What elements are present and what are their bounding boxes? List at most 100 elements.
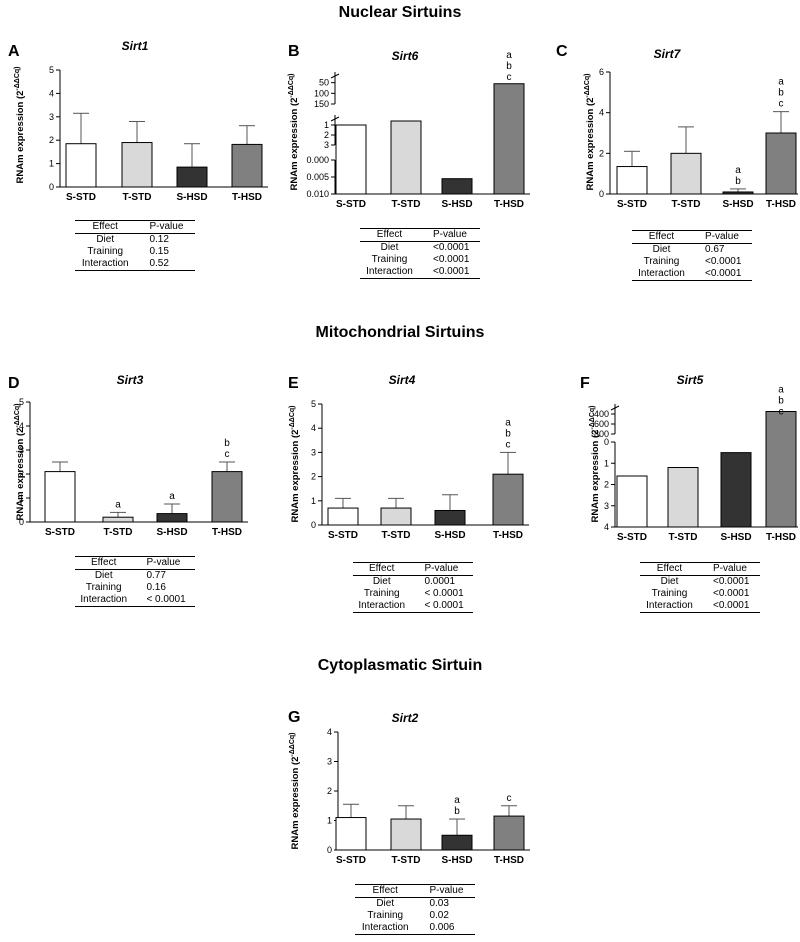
effect-name: Interaction	[75, 594, 133, 607]
p-value: 0.15	[149, 246, 169, 257]
x-tick-label-f: T-HSD	[766, 532, 796, 543]
table-row: Diet <0.0001	[360, 242, 480, 255]
p-value: <0.0001	[690, 268, 752, 281]
p-value: <0.0001	[712, 576, 750, 587]
x-tick-label-c: S-STD	[617, 199, 647, 210]
table-header-pvalue: P-value	[415, 884, 475, 898]
p-value: <0.0001	[432, 242, 470, 253]
y-axis-label-g: RNAm expression (2-ΔΔCq)	[289, 733, 301, 850]
y-tick-label-a: 4	[49, 88, 54, 98]
chart-title-d: Sirt3	[117, 373, 144, 387]
y-axis-label-text: RNAm expression (2	[290, 430, 301, 523]
y-axis-label-exponent: -ΔΔCq)	[584, 74, 591, 98]
significance-letter-d: a	[115, 499, 121, 510]
x-tick-label-c: S-HSD	[722, 199, 753, 210]
table-header-effect: Effect	[75, 220, 136, 234]
panel-letter-b: B	[288, 43, 300, 60]
y-tick-label-e: 5	[311, 399, 316, 409]
significance-letter-c: b	[735, 176, 741, 187]
x-tick-label-f: S-STD	[617, 532, 647, 543]
table-header-effect: Effect	[360, 228, 419, 242]
bar-d-s-hsd	[156, 513, 188, 523]
y-tick-label-e: 4	[311, 423, 316, 433]
table-row: Interaction <0.0001	[360, 266, 480, 279]
significance-letter-c: a	[735, 165, 741, 176]
bar-c-s-std	[616, 166, 648, 195]
table-row: Interaction 0.52	[75, 258, 195, 271]
y-tick-label-d: 3	[19, 445, 24, 455]
table-row: Diet <0.0001	[640, 576, 760, 589]
p-value: 0.52	[135, 258, 195, 271]
x-tick-label-g: S-HSD	[441, 855, 472, 866]
x-tick-label-g: T-STD	[392, 855, 421, 866]
p-value: <0.0001	[704, 256, 742, 267]
y-tick-label-b: 0.000	[306, 155, 329, 165]
chart-title-e: Sirt4	[389, 373, 416, 387]
y-tick-label-f: 800	[594, 429, 609, 439]
x-tick-label-b: S-STD	[336, 199, 366, 210]
bar-b-s-hsd	[441, 178, 473, 195]
y-tick-label-f: 400	[594, 409, 609, 419]
y-axis-label-a: RNAm expression (2-ΔΔCq)	[14, 67, 26, 184]
table-row: Diet 0.67	[632, 244, 752, 257]
p-value: 0.67	[704, 244, 725, 255]
significance-letter-b: b	[506, 61, 512, 72]
bar-e-t-std	[380, 507, 412, 526]
y-tick-label-b: 2	[324, 130, 329, 140]
table-row: Interaction <0.0001	[640, 600, 760, 613]
chart-title-f: Sirt5	[677, 373, 704, 387]
panel-letter-a: A	[8, 43, 20, 60]
x-tick-label-e: T-STD	[382, 530, 411, 541]
bar-a-s-hsd	[176, 166, 208, 188]
y-tick-label-f: 0	[604, 437, 609, 447]
bar-b-s-std	[335, 124, 367, 195]
chart-title-g: Sirt2	[392, 711, 419, 725]
effect-name: Interaction	[632, 268, 691, 281]
x-tick-label-f: T-STD	[669, 532, 698, 543]
y-axis-label-text: RNAm expression (2	[15, 91, 26, 184]
effect-name: Training	[367, 910, 404, 921]
significance-letter-d: c	[225, 449, 230, 460]
y-tick-label-g: 2	[327, 786, 332, 796]
table-row: Diet 0.12	[75, 234, 195, 247]
table-header-pvalue: P-value	[698, 562, 760, 576]
y-tick-label-d: 4	[19, 421, 24, 431]
x-tick-label-b: S-HSD	[441, 199, 472, 210]
significance-letter-e: b	[505, 428, 511, 439]
significance-letter-e: a	[505, 417, 511, 428]
significance-letter-c: c	[779, 99, 784, 110]
effect-name: Diet	[372, 576, 391, 587]
bar-d-s-std	[44, 471, 76, 523]
effect-name: Diet	[94, 570, 113, 581]
bar-f-t-std	[667, 467, 699, 528]
p-value: 0.16	[146, 582, 166, 593]
section-title-nuclear: Nuclear Sirtuins	[338, 4, 462, 21]
pvalue-table-b: Effect P-value Diet <0.0001 Training <0.0001 I…	[360, 228, 480, 279]
panel-letter-d: D	[8, 375, 20, 392]
x-tick-label-a: T-HSD	[232, 192, 262, 203]
bar-g-s-hsd	[441, 834, 473, 851]
effect-name: Training	[85, 582, 122, 593]
p-value: <0.0001	[698, 600, 760, 613]
effect-name: Interaction	[360, 266, 419, 279]
effect-name: Diet	[380, 242, 399, 253]
significance-letter-g: a	[454, 795, 460, 806]
y-tick-label-c: 0	[599, 189, 604, 199]
effect-name: Training	[651, 588, 688, 599]
x-tick-label-b: T-STD	[392, 199, 421, 210]
significance-letter-g: c	[507, 793, 512, 804]
bar-e-s-std	[327, 507, 359, 526]
x-tick-label-d: T-HSD	[212, 527, 242, 538]
pvalue-table-a: Effect P-value Diet 0.12 Training 0.15 Interac…	[75, 220, 195, 271]
y-tick-label-e: 1	[311, 496, 316, 506]
y-tick-label-f: 3	[604, 501, 609, 511]
y-tick-label-b: 0.005	[306, 172, 329, 182]
effect-name: Diet	[376, 898, 395, 909]
significance-letter-g: b	[454, 806, 460, 817]
y-tick-label-g: 3	[327, 757, 332, 767]
y-tick-label-d: 5	[19, 397, 24, 407]
p-value: < 0.0001	[410, 600, 473, 613]
y-tick-label-c: 4	[599, 108, 604, 118]
table-header-pvalue: P-value	[135, 220, 195, 234]
